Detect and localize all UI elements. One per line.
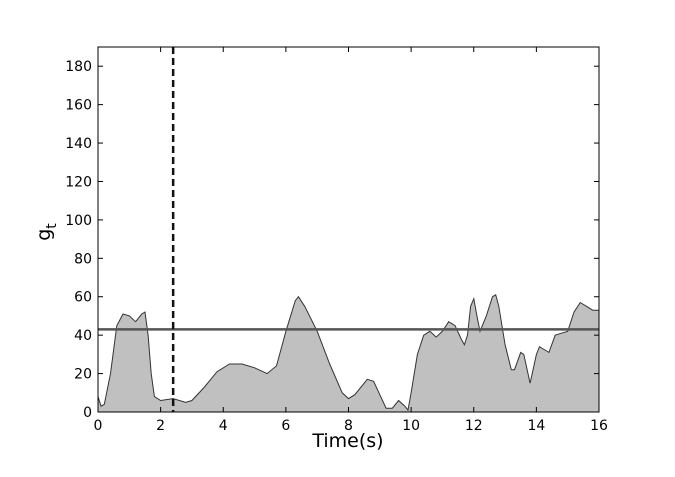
x-tick-label: 8 — [344, 418, 353, 434]
y-tick-label: 40 — [74, 328, 92, 344]
y-tick-label: 180 — [65, 59, 92, 75]
y-tick-label: 120 — [65, 174, 92, 190]
y-tick-label: 100 — [65, 213, 92, 229]
x-axis-label: Time(s) — [311, 430, 383, 452]
area-line — [97, 294, 599, 412]
y-axis-label: gt — [33, 223, 60, 241]
x-tick-label: 10 — [402, 418, 420, 434]
y-tick-label: 160 — [65, 98, 92, 114]
x-tick-label: 2 — [156, 418, 165, 434]
y-tick-label: 20 — [74, 367, 92, 383]
y-tick-label: 0 — [83, 405, 92, 421]
x-tick-label: 16 — [590, 418, 608, 434]
y-tick-label: 140 — [65, 136, 92, 152]
x-tick-label: 4 — [219, 418, 228, 434]
x-tick-label: 12 — [465, 418, 483, 434]
y-axis-label-base: g — [33, 229, 55, 241]
x-tick-label: 6 — [281, 418, 290, 434]
y-axis-label-subscript: t — [44, 223, 60, 229]
y-tick-label: 80 — [74, 251, 92, 267]
y-tick-label: 60 — [74, 290, 92, 306]
x-tick-label: 0 — [94, 418, 103, 434]
area-fill — [98, 294, 599, 412]
x-tick-label: 14 — [527, 418, 545, 434]
